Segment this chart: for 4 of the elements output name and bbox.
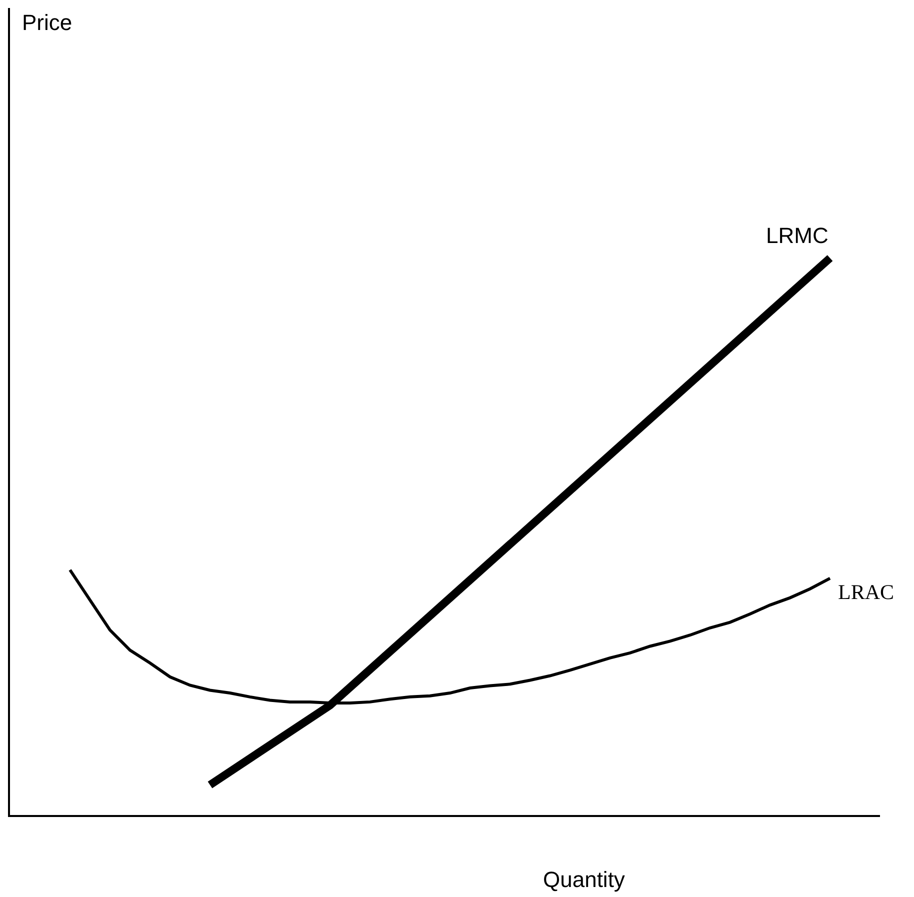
text: Price bbox=[22, 10, 72, 35]
series-label: LRMC bbox=[766, 223, 828, 248]
series-label: LRAC bbox=[838, 580, 894, 604]
x-axis-title: Quantity bbox=[543, 867, 625, 892]
